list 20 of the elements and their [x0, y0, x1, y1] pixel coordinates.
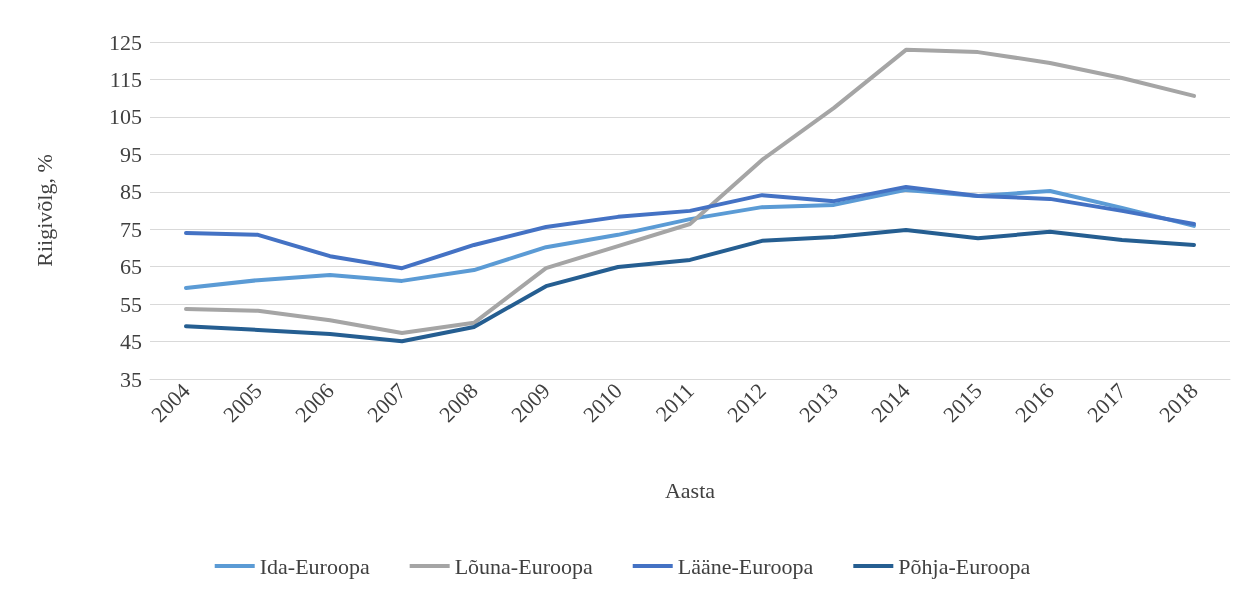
legend-label: Põhja-Euroopa	[898, 553, 1031, 579]
x-tick-label: 2011	[650, 378, 699, 427]
y-tick-label: 85	[120, 179, 142, 205]
line-series	[184, 227, 1196, 344]
y-tick-label: 35	[120, 366, 142, 392]
y-axis-title: Riigivõlg, %	[31, 154, 57, 267]
y-tick-label: 45	[120, 329, 142, 355]
line-series	[184, 47, 1196, 335]
y-tick-label: 115	[109, 66, 142, 92]
y-tick-label: 65	[120, 254, 142, 280]
y-tick-label: 95	[120, 141, 142, 167]
y-tick-label: 55	[120, 291, 142, 317]
line-series	[184, 184, 1196, 271]
legend-label: Lõuna-Euroopa	[454, 553, 593, 579]
y-tick-label: 125	[109, 29, 142, 55]
legend-label: Lääne-Euroopa	[677, 553, 814, 579]
y-tick-label: 105	[109, 104, 142, 130]
x-axis-title: Aasta	[664, 477, 716, 503]
y-tick-label: 75	[120, 216, 142, 242]
legend-label: Ida-Euroopa	[259, 553, 370, 579]
